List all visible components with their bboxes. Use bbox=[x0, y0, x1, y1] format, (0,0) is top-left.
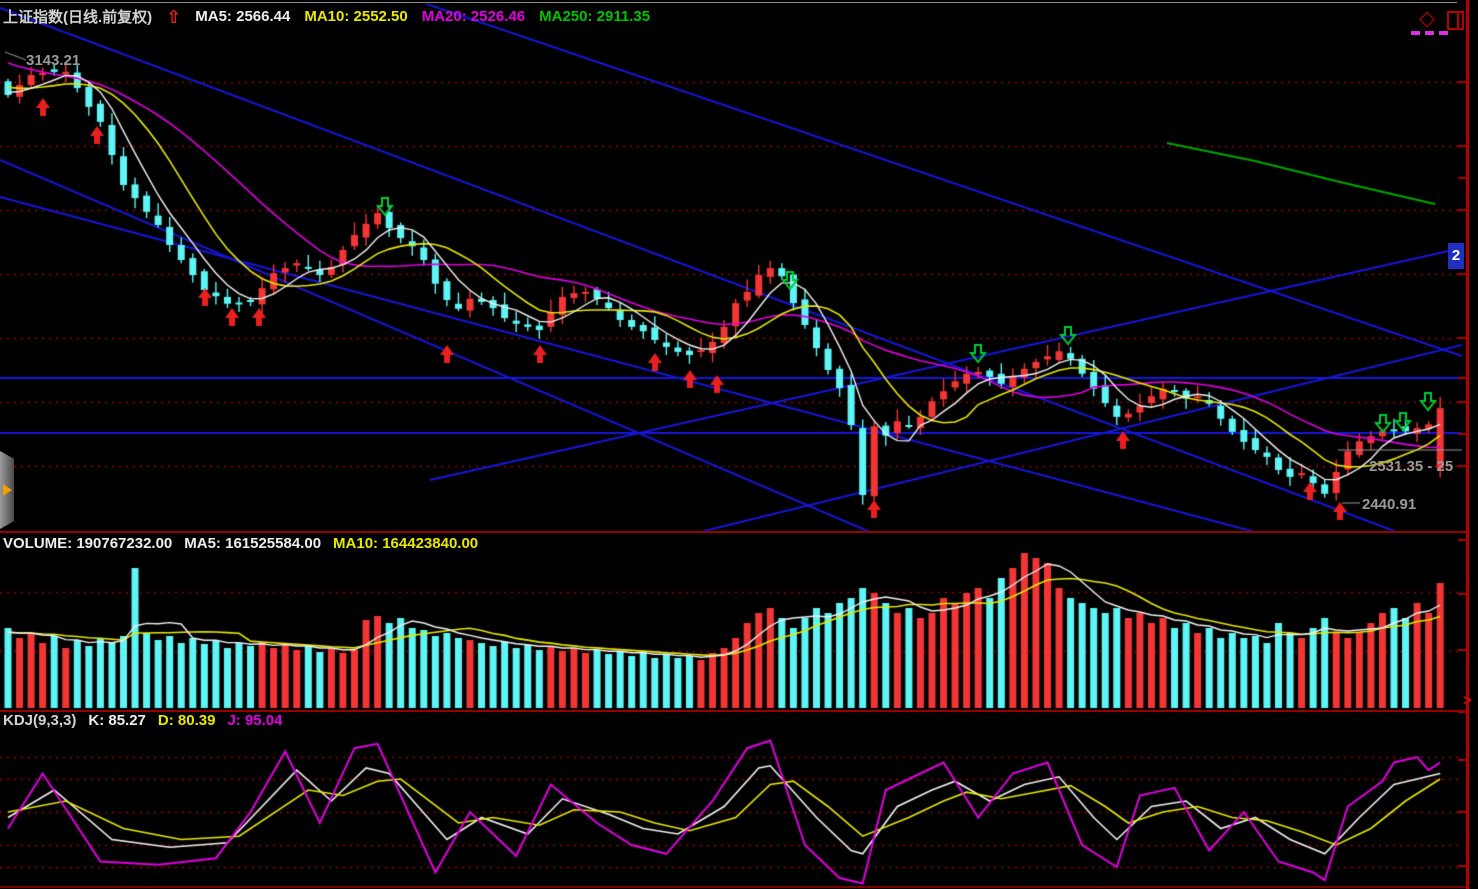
range-price-label: 2531.35 - 25 bbox=[1369, 458, 1454, 475]
ma5-value: MA5: 2566.44 bbox=[195, 8, 291, 25]
ma10-value: MA10: 2552.50 bbox=[304, 8, 408, 25]
expand-triangle-icon bbox=[3, 484, 12, 496]
volume-header: VOLUME: 190767232.00 MA5: 161525584.00 M… bbox=[3, 535, 478, 552]
main-chart-header: 上证指数(日线.前复权) ⇧ MA5: 2566.44 MA10: 2552.5… bbox=[3, 6, 650, 27]
kdj-j-value: J: 95.04 bbox=[227, 712, 283, 729]
main-chart-pane[interactable] bbox=[0, 4, 1466, 531]
kdj-header: KDJ(9,3,3) K: 85.27 D: 80.39 J: 95.04 bbox=[3, 712, 283, 729]
diamond-icon[interactable]: ◇ bbox=[1419, 7, 1436, 30]
pane-separator-2 bbox=[0, 710, 1466, 712]
top-border-line bbox=[0, 2, 1457, 3]
right-scrollbar[interactable] bbox=[1466, 0, 1469, 889]
scrollbar-chevron-icon[interactable]: > bbox=[1463, 692, 1472, 709]
sidebar-expand-tab[interactable] bbox=[0, 451, 14, 529]
ma20-value: MA20: 2526.46 bbox=[421, 8, 526, 25]
volume-pane[interactable] bbox=[0, 534, 1466, 708]
kdj-name: KDJ(9,3,3) bbox=[3, 712, 77, 729]
kdj-k-value: K: 85.27 bbox=[88, 712, 146, 729]
split-window-icon[interactable] bbox=[1447, 11, 1464, 30]
symbol-title: 上证指数(日线.前复权) bbox=[3, 9, 153, 26]
magenta-dashes-icon bbox=[1411, 31, 1448, 35]
volume-ma5-value: MA5: 161525584.00 bbox=[184, 535, 322, 552]
kdj-d-value: D: 80.39 bbox=[157, 712, 216, 729]
high-price-label: 3143.21 bbox=[26, 52, 81, 69]
up-arrow-icon: ⇧ bbox=[166, 6, 182, 27]
pane-separator-1 bbox=[0, 531, 1466, 533]
kdj-pane[interactable] bbox=[0, 713, 1466, 885]
low-price-label: 2440.91 bbox=[1362, 496, 1417, 513]
scrollbar-badge[interactable]: 2 bbox=[1448, 243, 1464, 269]
bottom-border-line bbox=[0, 886, 1466, 888]
volume-value: VOLUME: 190767232.00 bbox=[3, 535, 173, 552]
ma250-value: MA250: 2911.35 bbox=[539, 8, 651, 25]
volume-ma10-value: MA10: 164423840.00 bbox=[333, 535, 479, 552]
split-window-divider bbox=[1457, 13, 1459, 28]
